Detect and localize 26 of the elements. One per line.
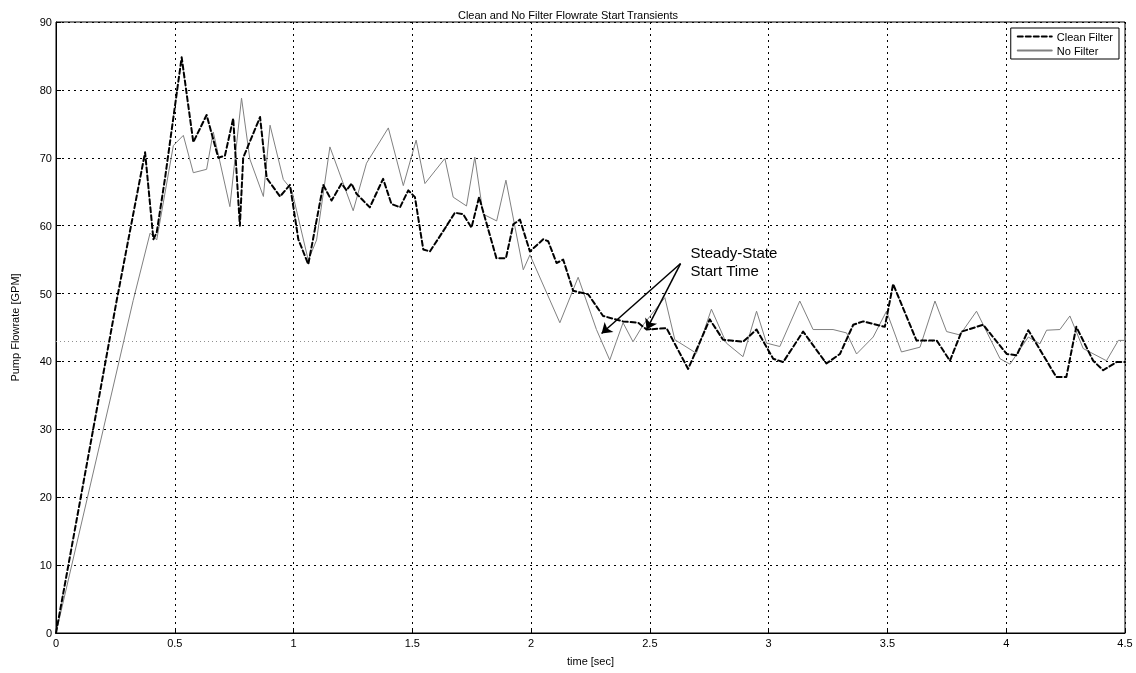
x-tick-label: 1.5 — [404, 636, 420, 649]
annotation: Steady-State Start Time — [690, 244, 782, 280]
y-tick-label: 30 — [39, 423, 52, 436]
y-tick-label: 90 — [39, 16, 52, 28]
y-tick-label: 80 — [39, 83, 52, 96]
x-tick-label: 4.5 — [1117, 636, 1133, 649]
chart-title: Clean and No Filter Flowrate Start Transients — [457, 8, 679, 21]
y-tick-label: 70 — [39, 151, 52, 164]
legend-label: Clean Filter — [1056, 30, 1114, 43]
y-axis-title: Pump Flowrate [GPM] — [8, 273, 21, 382]
x-axis-title: time [sec] — [566, 654, 615, 667]
y-tick-label: 40 — [39, 355, 52, 368]
x-tick-label: 1 — [290, 636, 297, 649]
x-tick-label: 3 — [765, 636, 772, 649]
x-tick-label: 2.5 — [642, 636, 658, 649]
y-tick-label: 60 — [39, 219, 52, 232]
y-tick-label: 0 — [45, 627, 52, 639]
x-tick-label: 3.5 — [879, 636, 896, 649]
legend-label: No Filter — [1056, 44, 1099, 57]
y-tick-label: 50 — [39, 287, 52, 300]
x-tick-label: 0.5 — [167, 636, 183, 649]
x-tick-label: 2 — [528, 636, 535, 649]
y-tick-label: 10 — [39, 559, 52, 572]
x-tick-label: 0 — [52, 636, 60, 649]
x-tick-label: 4 — [1003, 636, 1010, 649]
y-tick-label: 20 — [39, 491, 52, 504]
